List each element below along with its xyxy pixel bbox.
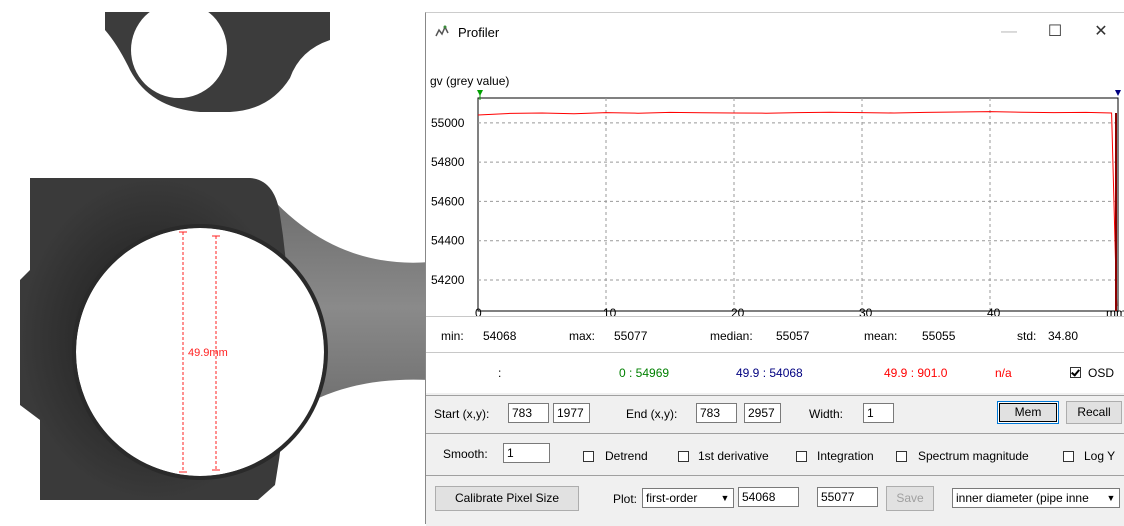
profile-series-line xyxy=(477,111,1118,307)
start-label: Start (x,y): xyxy=(434,407,490,421)
cursor-red-readout: 49.9 : 901.0 xyxy=(884,366,948,380)
plot-label: Plot: xyxy=(613,492,638,506)
osd-label: OSD xyxy=(1088,366,1115,380)
plot-select-value: first-order xyxy=(646,491,698,505)
green-cursor-icon xyxy=(477,90,483,96)
end-x-input[interactable]: 783 xyxy=(696,403,737,423)
osd-checkbox[interactable] xyxy=(1070,367,1081,378)
x-tick-label: 30 xyxy=(859,306,873,316)
first-derivative-checkbox[interactable] xyxy=(678,451,689,462)
x-tick-label: 10 xyxy=(603,306,617,316)
cursor-blank: : xyxy=(498,366,502,380)
min-value: 54068 xyxy=(483,329,517,343)
y-tick-label: 55000 xyxy=(431,116,465,130)
profiler-icon xyxy=(435,25,449,37)
options-row: Smooth: 1 Detrend 1st derivative Integra… xyxy=(426,433,1124,474)
measurement-label: 49.9mm xyxy=(188,347,228,359)
y-tick-label: 54200 xyxy=(431,273,465,287)
width-input[interactable]: 1 xyxy=(863,403,894,423)
preset-select-value: inner diameter (pipe inne xyxy=(956,491,1089,505)
start-x-input[interactable]: 783 xyxy=(508,403,549,423)
spectrum-magnitude-label: Spectrum magnitude xyxy=(918,449,1029,463)
smooth-input[interactable]: 1 xyxy=(503,443,550,463)
preset-select[interactable]: inner diameter (pipe inne ▼ xyxy=(952,488,1120,508)
save-button[interactable]: Save xyxy=(886,486,934,511)
mean-label: mean: xyxy=(864,329,898,343)
y-tick-label: 54800 xyxy=(431,155,465,169)
end-y-input[interactable]: 2957 xyxy=(744,403,781,423)
blue-cursor-icon xyxy=(1115,90,1121,96)
bottom-row: Calibrate Pixel Size Plot: first-order ▼… xyxy=(426,475,1124,526)
max-value: 55077 xyxy=(614,329,648,343)
title-bar: Profiler — ☐ ✕ xyxy=(426,13,1124,51)
y-tick-label: 54600 xyxy=(431,194,465,208)
y-tick-label: 54400 xyxy=(431,234,465,248)
xray-image: 49.9mm xyxy=(0,0,430,524)
window-title: Profiler xyxy=(458,25,500,40)
x-tick-label: 40 xyxy=(987,306,1001,316)
smooth-label: Smooth: xyxy=(443,447,488,461)
plot-frame xyxy=(477,97,1119,312)
calibrate-pixel-size-button[interactable]: Calibrate Pixel Size xyxy=(435,486,579,511)
statistics-row: min: 54068 max: 55077 median: 55057 mean… xyxy=(426,316,1124,353)
plot-select[interactable]: first-order ▼ xyxy=(642,488,734,508)
log-y-label: Log Y xyxy=(1084,449,1116,463)
detrend-label: Detrend xyxy=(605,449,648,463)
y-axis-label: gv (grey value) xyxy=(430,74,509,88)
coords-row: Start (x,y): 783 1977 End (x,y): 783 295… xyxy=(426,395,1124,432)
end-label: End (x,y): xyxy=(626,407,678,421)
cursor-blue-readout: 49.9 : 54068 xyxy=(736,366,803,380)
range-max-input[interactable]: 55077 xyxy=(817,487,878,507)
min-label: min: xyxy=(441,329,464,343)
cursor-green-readout: 0 : 54969 xyxy=(619,366,670,380)
detrend-checkbox[interactable] xyxy=(583,451,594,462)
maximize-button[interactable]: ☐ xyxy=(1047,23,1063,40)
median-label: median: xyxy=(710,329,753,343)
chevron-down-icon[interactable]: ▼ xyxy=(716,489,733,507)
integration-label: Integration xyxy=(817,449,874,463)
range-min-input[interactable]: 54068 xyxy=(738,487,799,507)
width-label: Width: xyxy=(809,407,844,421)
cursor-na: n/a xyxy=(995,366,1012,380)
first-derivative-label: 1st derivative xyxy=(698,449,769,463)
profile-chart[interactable]: gv (grey value) 55000 54800 54600 54400 54200… xyxy=(426,51,1124,316)
std-value: 34.80 xyxy=(1048,329,1079,343)
recall-button[interactable]: Recall xyxy=(1066,401,1122,424)
std-label: std: xyxy=(1017,329,1037,343)
x-tick-label: 0 xyxy=(475,306,482,316)
spectrum-magnitude-checkbox[interactable] xyxy=(896,451,907,462)
profiler-window: Profiler — ☐ ✕ gv (grey value) 55000 54800… xyxy=(425,12,1124,526)
mem-button[interactable]: Mem xyxy=(997,401,1059,424)
close-button[interactable]: ✕ xyxy=(1094,23,1108,40)
integration-checkbox[interactable] xyxy=(796,451,807,462)
x-tick-label: 20 xyxy=(731,306,745,316)
cursor-readout-row: : 0 : 54969 49.9 : 54068 49.9 : 901.0 n/… xyxy=(426,352,1124,393)
start-y-input[interactable]: 1977 xyxy=(553,403,590,423)
chevron-down-icon[interactable]: ▼ xyxy=(1102,489,1119,507)
median-value: 55057 xyxy=(776,329,810,343)
profile-plot[interactable]: gv (grey value) 55000 54800 54600 54400 54200… xyxy=(426,51,1124,316)
minimize-button[interactable]: — xyxy=(1001,23,1017,40)
mean-value: 55055 xyxy=(922,329,956,343)
max-label: max: xyxy=(569,329,596,343)
log-y-checkbox[interactable] xyxy=(1063,451,1074,462)
